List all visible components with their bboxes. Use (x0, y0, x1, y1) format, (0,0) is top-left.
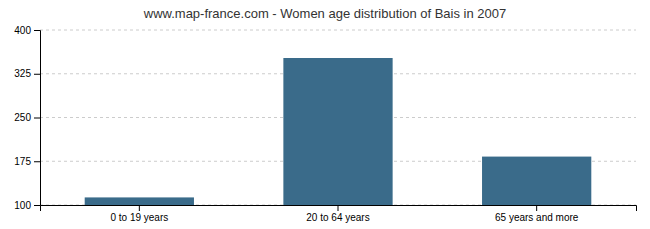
y-tick-mark (34, 30, 40, 31)
y-tick-mark (34, 161, 40, 162)
x-tick-label: 65 years and more (495, 212, 579, 223)
y-tick-mark (34, 205, 40, 206)
y-tick: 250 (14, 112, 40, 123)
x-tick-mark (139, 205, 140, 211)
x-tick-mark (338, 205, 339, 211)
y-tick-mark (34, 74, 40, 75)
y-tick-label: 325 (14, 68, 31, 79)
y-tick: 400 (14, 25, 40, 36)
x-tick: 65 years and more (495, 205, 579, 223)
chart-container: www.map-france.com - Women age distribut… (0, 0, 650, 229)
x-axis-line (41, 206, 637, 212)
chart-title: www.map-france.com - Women age distribut… (143, 6, 506, 21)
y-tick-mark (34, 118, 40, 119)
y-tick: 100 (14, 200, 40, 211)
y-tick: 325 (14, 68, 40, 79)
bar (283, 58, 392, 205)
x-tick: 0 to 19 years (110, 205, 168, 223)
y-tick-label: 400 (14, 25, 31, 36)
x-tick-label: 20 to 64 years (306, 212, 369, 223)
x-tick-mark (536, 205, 537, 211)
y-axis-line (34, 31, 41, 206)
y-tick-label: 100 (14, 200, 31, 211)
y-tick-label: 175 (14, 156, 31, 167)
bars (85, 58, 592, 205)
chart-svg: www.map-france.com - Women age distribut… (0, 0, 650, 229)
y-tick: 175 (14, 156, 40, 167)
x-tick-label: 0 to 19 years (110, 212, 168, 223)
y-axis: 100 175 250 325 400 (14, 25, 40, 211)
x-tick: 20 to 64 years (306, 205, 369, 223)
plot-area: 100 175 250 325 400 0 to 19 years 20 to 64 yea… (14, 25, 636, 229)
y-tick-label: 250 (14, 112, 31, 123)
bar (482, 157, 591, 205)
x-axis: 0 to 19 years 20 to 64 years 65 years and … (41, 205, 637, 223)
bar (85, 197, 194, 205)
grid-line (40, 30, 636, 31)
